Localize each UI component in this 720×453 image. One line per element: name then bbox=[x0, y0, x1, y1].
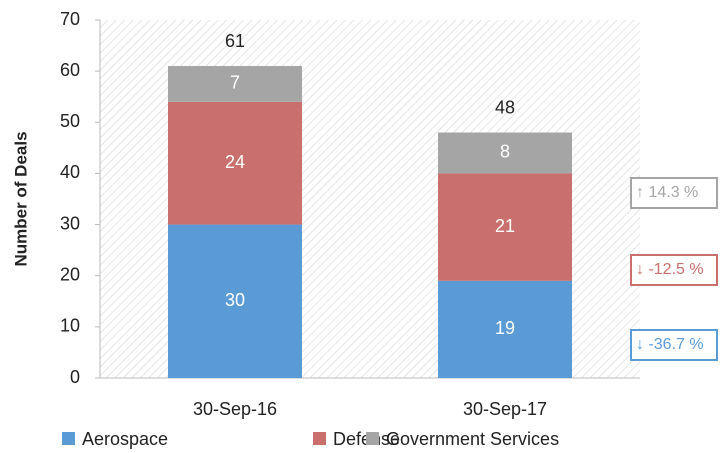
bar-segment bbox=[168, 101, 302, 225]
y-tick-label: 10 bbox=[60, 316, 80, 336]
annotation-box bbox=[630, 177, 718, 209]
annotation: ↑ 14.3 % bbox=[636, 184, 698, 201]
x-tick-label: 30-Sep-16 bbox=[193, 399, 277, 419]
annotation: ↓ -36.7 % bbox=[636, 336, 704, 353]
value-label: 19 bbox=[495, 318, 515, 338]
bar-segment bbox=[168, 66, 302, 102]
value-label: 21 bbox=[495, 216, 515, 236]
value-label: 7 bbox=[230, 73, 240, 93]
legend-swatch bbox=[313, 432, 326, 445]
annotation-box bbox=[630, 329, 718, 361]
annotation: ↓ -12.5 % bbox=[636, 261, 704, 278]
y-tick-label: 30 bbox=[60, 213, 80, 233]
bar-segment bbox=[438, 132, 572, 174]
y-tick-label: 0 bbox=[70, 367, 80, 387]
y-tick-label: 20 bbox=[60, 264, 80, 284]
total-label: 61 bbox=[225, 31, 245, 51]
bar-segment bbox=[168, 224, 302, 378]
value-label: 24 bbox=[225, 152, 245, 172]
bar-segment bbox=[438, 280, 572, 378]
legend-label: Aerospace bbox=[82, 429, 168, 449]
annotation-box bbox=[630, 254, 718, 286]
legend-swatch bbox=[366, 432, 379, 445]
bar-segment bbox=[438, 173, 572, 281]
y-tick-label: 70 bbox=[60, 9, 80, 29]
value-label: 8 bbox=[500, 142, 510, 162]
x-tick-label: 30-Sep-17 bbox=[463, 399, 547, 419]
legend-label: Government Services bbox=[386, 429, 559, 449]
y-tick-label: 50 bbox=[60, 111, 80, 131]
y-tick-label: 40 bbox=[60, 162, 80, 182]
value-label: 30 bbox=[225, 290, 245, 310]
legend-swatch bbox=[62, 432, 75, 445]
y-axis-label: Number of Deals bbox=[11, 131, 30, 266]
y-tick-label: 60 bbox=[60, 60, 80, 80]
total-label: 48 bbox=[495, 97, 515, 117]
